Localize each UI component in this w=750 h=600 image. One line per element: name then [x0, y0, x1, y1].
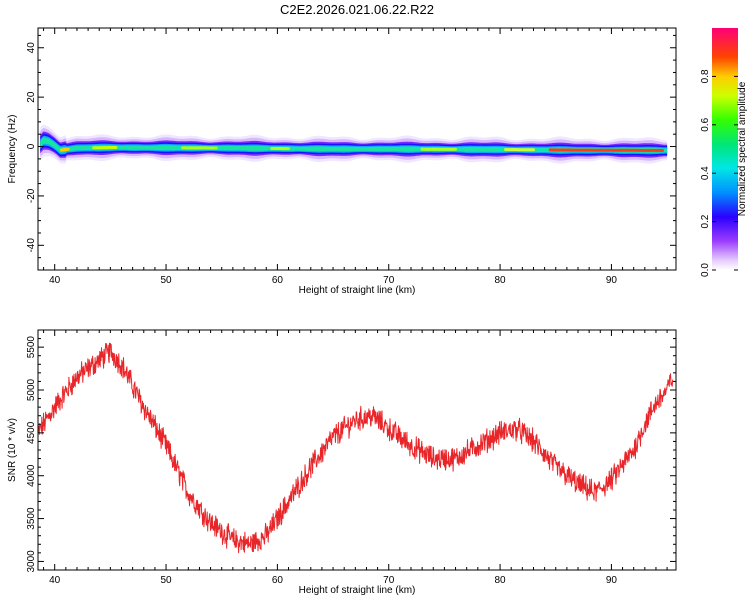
colorbar-label: Normalized spectral amplitude [737, 81, 748, 216]
colorbar-tick-label: 0.6 [700, 117, 711, 131]
snr-x-axis: 40 50 60 70 80 90 [43, 330, 668, 586]
y-tick-label: 0 [26, 143, 37, 149]
x-tick-label: 80 [495, 275, 507, 286]
colorbar-tick-label: 0.8 [700, 69, 711, 83]
x-tick-label: 40 [49, 275, 61, 286]
colorbar-ticks: 0.0 0.2 0.4 0.6 0.8 [700, 69, 738, 277]
colorbar-tick-label: 0.0 [700, 263, 711, 277]
colorbar-tick-label: 0.2 [700, 214, 711, 228]
y-tick-label: 4500 [26, 421, 37, 444]
x-tick-label: 60 [272, 275, 284, 286]
y-tick-label: 3000 [26, 550, 37, 573]
colorbar: 0.0 0.2 0.4 0.6 0.8 Normalized spectral ampl… [700, 28, 748, 277]
spectrogram-y-axis: -40 -20 0 20 40 [26, 34, 676, 271]
y-tick-label: 4000 [26, 464, 37, 487]
spectrogram-frame [37, 27, 677, 271]
x-tick-label: 50 [160, 575, 172, 586]
y-tick-label: -40 [26, 238, 37, 253]
x-tick-label: 70 [383, 275, 395, 286]
spectrogram-ridge [40, 124, 668, 164]
colorbar-scale [712, 28, 738, 270]
ridge-core [59, 147, 70, 152]
spectrogram-x-label: Height of straight line (km) [299, 285, 416, 296]
spectrogram-panel: 40 50 60 70 80 90 -40 -20 0 20 40 Height of strai… [7, 27, 677, 296]
ridge-core [548, 148, 665, 152]
y-tick-label: 5000 [26, 378, 37, 401]
x-tick-label: 80 [495, 575, 507, 586]
y-tick-label: 40 [26, 42, 37, 54]
snr-line-group [37, 342, 674, 554]
y-tick-label: 20 [26, 91, 37, 103]
x-tick-label: 40 [49, 575, 61, 586]
spectrogram-y-label: Frequency (Hz) [7, 115, 18, 184]
spectrogram-x-axis: 40 50 60 70 80 90 [43, 28, 668, 286]
snr-y-label: SNR (10 * v/v) [7, 418, 18, 482]
y-tick-label: 5500 [26, 336, 37, 359]
snr-y-axis: 3000 3500 4000 4500 5000 5500 [26, 329, 676, 573]
colorbar-tick-label: 0.4 [700, 166, 711, 180]
y-tick-label: -20 [26, 188, 37, 203]
x-tick-label: 60 [272, 575, 284, 586]
x-tick-label: 70 [383, 575, 395, 586]
snr-series-line [37, 342, 674, 554]
x-tick-label: 90 [606, 575, 618, 586]
snr-plot-area [38, 330, 676, 570]
snr-x-label: Height of straight line (km) [299, 585, 416, 596]
snr-panel: 40 50 60 70 80 90 3000 3500 4000 4500 5000 5500 He… [7, 329, 677, 596]
y-tick-label: 3500 [26, 507, 37, 530]
x-tick-label: 50 [160, 275, 172, 286]
x-tick-label: 90 [606, 275, 618, 286]
figure-title: C2E2.2026.021.06.22.R22 [280, 2, 434, 17]
